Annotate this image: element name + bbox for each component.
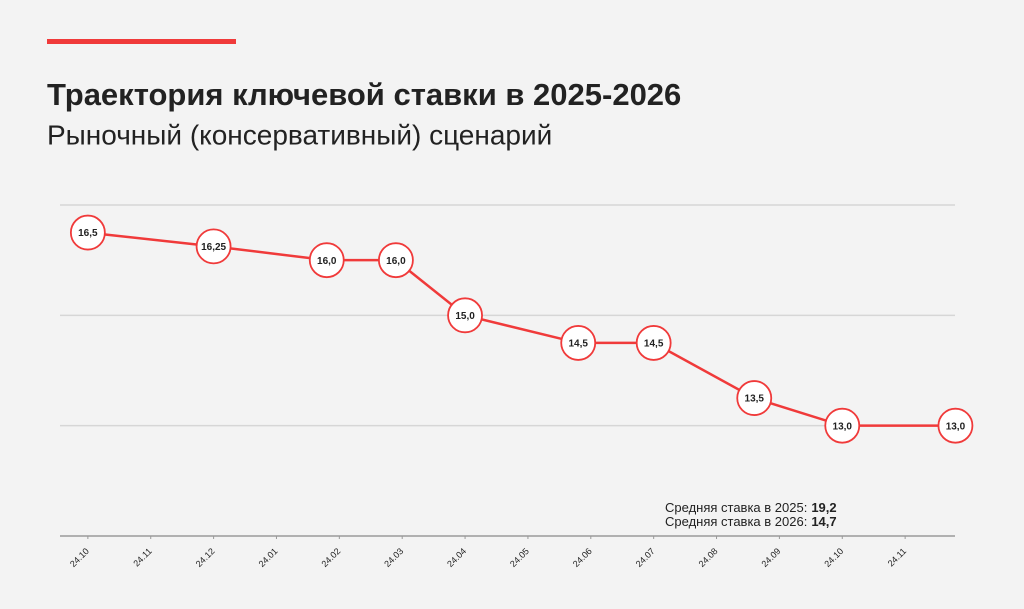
point (378, 242, 414, 279)
x-tick-label: 24.10 (822, 546, 845, 569)
x-tick-label: 24.05 (508, 546, 531, 569)
value-label: 14,5 (644, 339, 664, 350)
x-tick-label: 24.07 (634, 546, 657, 569)
value-label: 15,0 (455, 311, 475, 322)
value-label: 14,5 (568, 339, 588, 350)
annotation-value: 14,7 (811, 514, 836, 529)
chart-title: Траектория ключевой ставки в 2025-2026 (47, 77, 681, 112)
x-tick-label: 24.12 (194, 546, 217, 569)
annotation: Средняя ставка в 2025: 19,2 (665, 500, 837, 515)
value-label: 16,5 (78, 228, 98, 239)
x-tick-label: 24.02 (319, 546, 342, 569)
x-tick-label: 24.09 (759, 546, 782, 569)
x-tick-label: 24.10 (68, 546, 91, 569)
x-tick-label: 24.08 (697, 546, 720, 569)
annotation-text: Средняя ставка в 2026: (665, 514, 807, 529)
line (87, 231, 956, 427)
point (447, 297, 483, 334)
chart-subtitle: Рыночный (консервативный) сценарий (47, 119, 552, 150)
point (824, 407, 861, 444)
x-tick-label: 24.04 (445, 546, 468, 569)
point (635, 325, 672, 361)
annotation: Средняя ставка в 2026: 14,7 (665, 514, 837, 529)
point (736, 380, 773, 416)
value-label: 16,25 (201, 242, 226, 253)
accent-bar (47, 39, 236, 44)
x-tick-label: 24.01 (257, 546, 280, 569)
x-tick-label: 24.03 (382, 546, 405, 569)
point (195, 228, 232, 265)
x-tick-label: 24.06 (571, 546, 594, 569)
x-tick-label: 24.11 (886, 546, 909, 569)
x-tick-label: 24.11 (131, 546, 154, 569)
annotation-value: 19,2 (811, 500, 836, 515)
point (560, 325, 597, 361)
point (308, 242, 345, 279)
annotation-text: Средняя ставка в 2025: (665, 500, 807, 515)
point (69, 214, 106, 251)
value-label: 13,5 (745, 394, 765, 405)
value-label: 13,0 (946, 421, 966, 432)
value-label: 16,0 (386, 256, 406, 267)
value-label: 13,0 (833, 421, 853, 432)
value-label: 16,0 (317, 256, 337, 267)
point (937, 407, 974, 444)
